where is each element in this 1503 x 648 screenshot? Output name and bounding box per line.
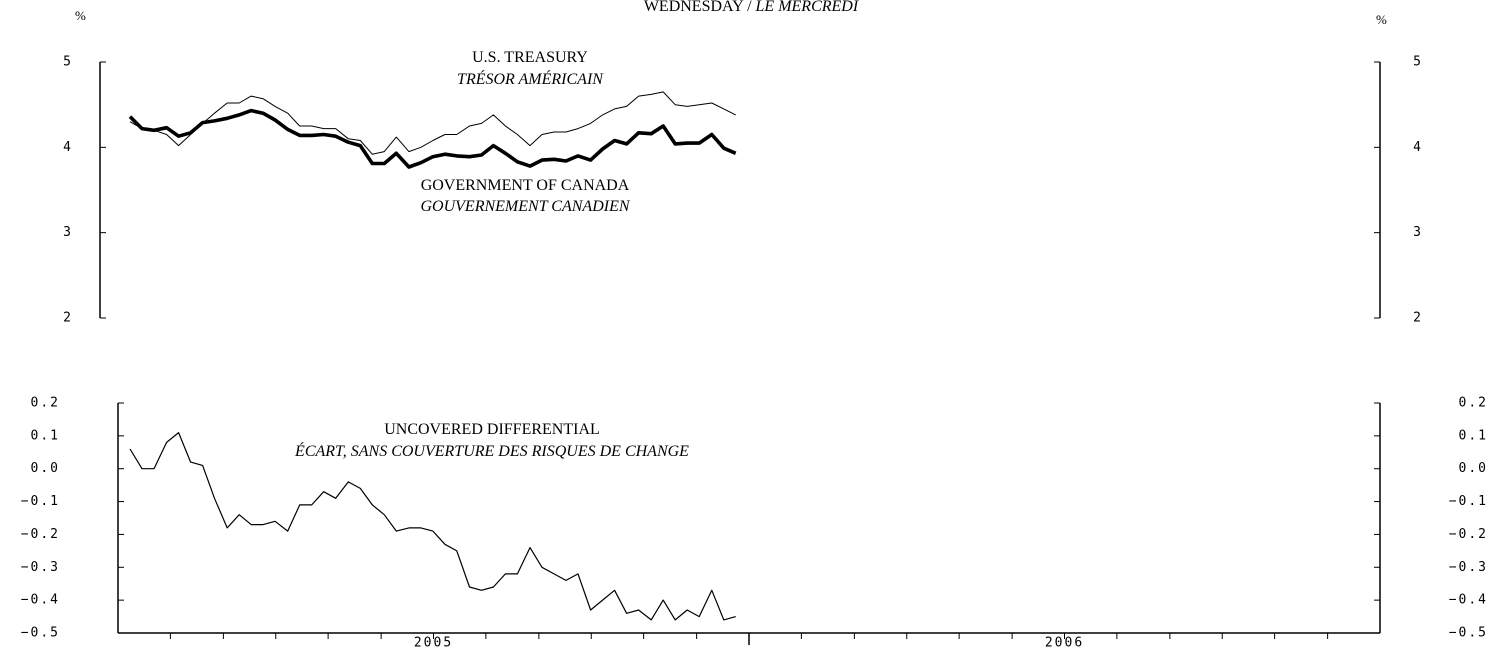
series-label-fr: ÉCART, SANS COUVERTURE DES RISQUES DE CH… bbox=[294, 441, 689, 460]
x-tick-label: 2006 bbox=[1045, 636, 1084, 648]
title-en: WEDNESDAY / bbox=[644, 0, 752, 15]
series-label: GOVERNMENT OF CANADA bbox=[421, 177, 630, 194]
y-tick-label: 0.0 bbox=[31, 461, 60, 476]
y-tick-label: −0.5 bbox=[21, 626, 60, 641]
y-tick-label: −0.3 bbox=[21, 560, 60, 575]
chart-title: WEDNESDAY / LE MERCREDI bbox=[644, 0, 859, 15]
series-label: UNCOVERED DIFFERENTIAL bbox=[384, 421, 600, 438]
y-tick-label: 5 bbox=[63, 55, 73, 70]
y2-tick-label: 0.2 bbox=[1459, 396, 1488, 411]
y2-tick-label: 5 bbox=[1413, 55, 1423, 70]
y2-tick-label: −0.5 bbox=[1449, 626, 1488, 641]
y2-tick-label: 3 bbox=[1413, 225, 1423, 240]
y2-tick-label: −0.4 bbox=[1449, 593, 1488, 608]
series-label-fr: GOUVERNEMENT CANADIEN bbox=[420, 198, 630, 215]
y2-tick-label: −0.1 bbox=[1449, 494, 1488, 509]
series-line bbox=[129, 432, 736, 621]
y2-tick-label: 2 bbox=[1413, 311, 1423, 326]
series-line bbox=[128, 108, 737, 169]
y2-tick-label: 4 bbox=[1413, 140, 1423, 155]
y2-tick-label: −0.3 bbox=[1449, 560, 1488, 575]
y-tick-label: 0.1 bbox=[31, 428, 60, 443]
y-tick-label: −0.4 bbox=[21, 593, 60, 608]
y-tick-label: −0.2 bbox=[21, 527, 60, 542]
series-label: U.S. TREASURY bbox=[472, 49, 588, 66]
y-unit-right: % bbox=[1376, 12, 1387, 27]
y-tick-label: 0.2 bbox=[31, 396, 60, 411]
y-unit-left: % bbox=[75, 8, 86, 23]
y-tick-label: −0.1 bbox=[21, 494, 60, 509]
title-fr: LE MERCREDI bbox=[755, 0, 859, 15]
y2-tick-label: 0.1 bbox=[1459, 428, 1488, 443]
series-label-fr: TRÉSOR AMÉRICAIN bbox=[457, 69, 604, 88]
series-line bbox=[129, 91, 736, 155]
x-tick-label: 2005 bbox=[414, 636, 453, 648]
y2-tick-label: 0.0 bbox=[1459, 461, 1488, 476]
y-tick-label: 4 bbox=[63, 140, 73, 155]
y-tick-label: 2 bbox=[63, 311, 73, 326]
y-tick-label: 3 bbox=[63, 225, 73, 240]
y2-tick-label: −0.2 bbox=[1449, 527, 1488, 542]
